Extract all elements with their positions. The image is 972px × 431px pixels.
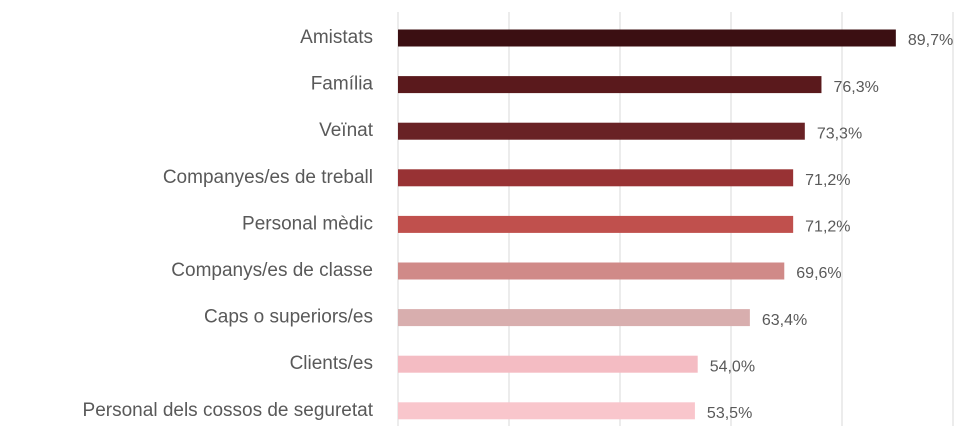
bar	[398, 215, 794, 233]
bar	[398, 309, 750, 327]
bar	[398, 262, 785, 280]
value-label: 69,6%	[796, 265, 841, 282]
category-label: Amistats	[300, 27, 373, 48]
category-label: Veïnat	[319, 120, 374, 141]
value-label: 71,2%	[805, 172, 850, 189]
value-label: 73,3%	[817, 125, 862, 142]
value-label: 54,0%	[710, 358, 755, 375]
category-label: Caps o superiors/es	[204, 307, 373, 328]
category-label: Clients/es	[290, 353, 373, 374]
bar	[398, 122, 805, 140]
value-label: 89,7%	[908, 32, 953, 49]
bar	[398, 29, 896, 47]
value-label: 76,3%	[833, 79, 878, 96]
value-label: 63,4%	[762, 312, 807, 329]
category-label: Companyes/es de treball	[163, 167, 373, 188]
bar	[398, 402, 695, 420]
value-label: 53,5%	[707, 405, 752, 422]
bar	[398, 355, 698, 373]
category-label: Personal dels cossos de seguretat	[83, 400, 374, 421]
category-label: Família	[311, 74, 374, 95]
value-label: 71,2%	[805, 219, 850, 236]
bar	[398, 169, 794, 187]
category-label: Companys/es de classe	[171, 260, 373, 281]
category-label: Personal mèdic	[242, 213, 373, 234]
bar	[398, 76, 822, 94]
